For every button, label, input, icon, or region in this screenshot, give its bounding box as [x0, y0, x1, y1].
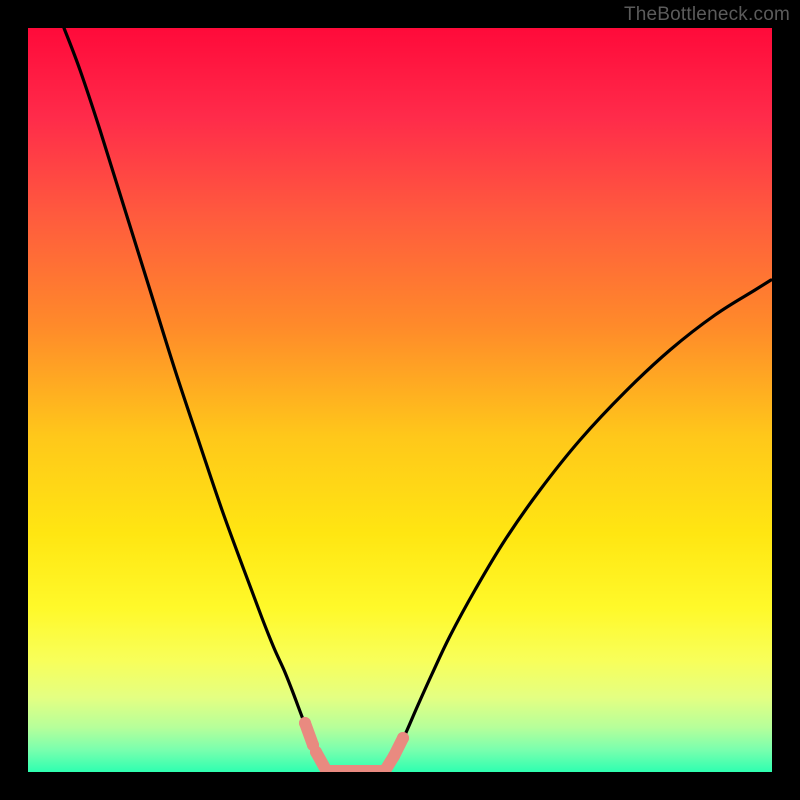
highlight-dot [388, 750, 400, 762]
chart-frame: TheBottleneck.com [0, 0, 800, 800]
bottleneck-chart [0, 0, 800, 800]
highlight-dot [299, 717, 311, 729]
highlight-dot [397, 732, 409, 744]
plot-background [28, 28, 772, 772]
watermark-text: TheBottleneck.com [624, 4, 790, 26]
highlight-dot [310, 746, 322, 758]
